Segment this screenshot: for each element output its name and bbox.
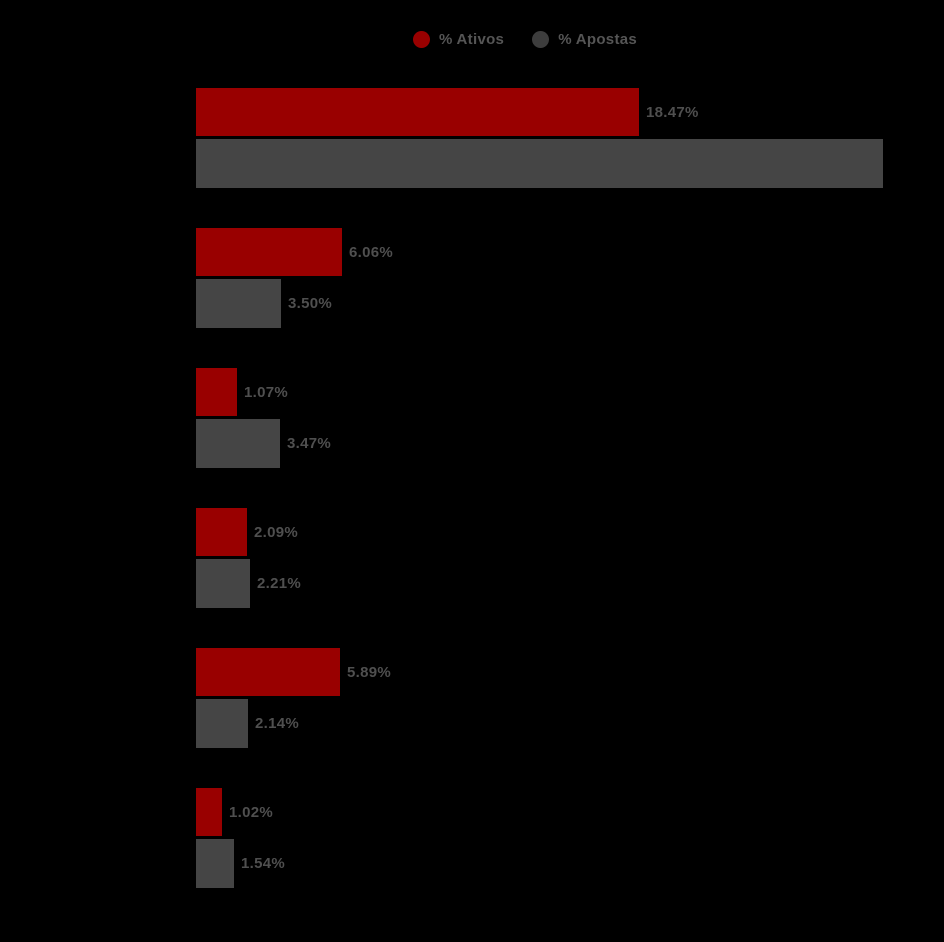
chart-legend: % Ativos % Apostas: [413, 31, 637, 48]
apostas-value-label: 1.54%: [241, 855, 286, 872]
ativos-legend-dot-icon: [413, 31, 430, 48]
apostas-value-label: 3.50%: [288, 295, 333, 312]
ativos-bar[interactable]: [196, 368, 237, 416]
bar-group-5: 5.89% 2.14%: [196, 648, 391, 748]
bar-group-1: 18.47%: [196, 88, 883, 188]
apostas-bar[interactable]: [196, 279, 281, 328]
apostas-bar[interactable]: [196, 839, 234, 888]
bar-group-3: 1.07% 3.47%: [196, 368, 331, 468]
ativos-value-label: 5.89%: [347, 663, 392, 681]
apostas-bar[interactable]: [196, 559, 250, 608]
bar-group-2: 6.06% 3.50%: [196, 228, 393, 328]
ativos-bar[interactable]: [196, 788, 222, 836]
apostas-bar[interactable]: [196, 699, 248, 748]
ativos-value-label: 1.02%: [229, 803, 274, 821]
bar-group-6: 1.02% 1.54%: [196, 788, 285, 888]
ativos-bar[interactable]: [196, 648, 340, 696]
ativos-bar[interactable]: [196, 228, 342, 276]
legend-label-ativos: % Ativos: [439, 31, 505, 48]
ativos-value-label: 6.06%: [349, 243, 394, 261]
apostas-bar[interactable]: [196, 139, 883, 188]
apostas-bar[interactable]: [196, 419, 280, 468]
apostas-value-label: 3.47%: [287, 435, 332, 452]
legend-item-apostas[interactable]: % Apostas: [532, 31, 637, 48]
apostas-legend-dot-icon: [532, 31, 550, 48]
ativos-value-label: 2.09%: [254, 523, 299, 541]
ativos-bar[interactable]: [196, 508, 247, 556]
apostas-value-label: 2.21%: [257, 575, 302, 592]
legend-label-apostas: % Apostas: [558, 31, 638, 48]
apostas-value-label: 2.14%: [255, 715, 300, 732]
ativos-value-label: 18.47%: [646, 103, 699, 121]
bar-group-4: 2.09% 2.21%: [196, 508, 301, 608]
ativos-bar[interactable]: [196, 88, 639, 136]
ativos-value-label: 1.07%: [244, 383, 289, 401]
legend-item-ativos[interactable]: % Ativos: [413, 31, 504, 48]
